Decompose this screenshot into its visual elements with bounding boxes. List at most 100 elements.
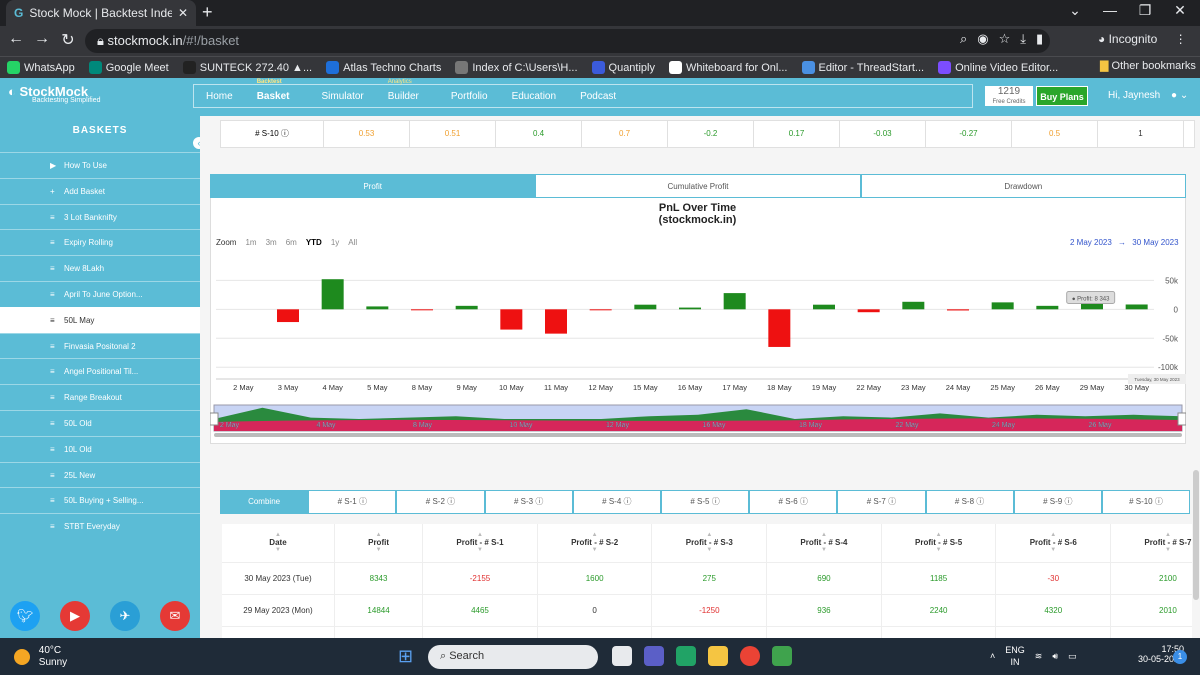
chevron-up-icon[interactable]: ˄ [990,651,996,661]
telegram-icon[interactable]: ✈ [110,601,140,631]
tab-strategy[interactable]: # S-10 ⓘ [1101,490,1191,514]
bookmark-item[interactable]: WhatsApp [0,61,82,74]
chart-tab-cumulative-profit[interactable]: Cumulative Profit [535,174,861,198]
column-header[interactable]: ▲ Profit - # S-7 ▼ [1110,524,1192,563]
windows-start-icon[interactable]: ⊞ [398,646,414,666]
chrome-icon[interactable] [740,646,760,666]
pnl-bar[interactable] [500,309,523,330]
page-scrollbar[interactable] [1193,470,1199,600]
column-header[interactable]: ▲ Profit - # S-3 ▼ [651,524,768,563]
tab-strategy[interactable]: # S-6 ⓘ [749,490,838,514]
nav-education[interactable]: Education [500,91,568,102]
pnl-bar[interactable] [411,309,433,311]
pnl-bar[interactable] [634,304,657,310]
pnl-bar[interactable] [947,309,969,311]
excel-icon[interactable] [676,646,696,666]
pnl-bar[interactable] [768,309,791,347]
pnl-bar[interactable] [589,309,612,311]
pnl-bar[interactable] [902,301,925,310]
sidebar-item[interactable]: ≡ 50L Buying + Selling... [0,487,200,513]
pnl-bar[interactable] [679,307,701,310]
incognito-badge[interactable]: ◕ Incognito ⋮ [1098,32,1187,46]
tab-strategy[interactable]: # S-8 ⓘ [925,490,1014,514]
new-tab-icon[interactable]: + [202,2,213,22]
notification-badge[interactable]: 1 [1173,650,1187,664]
date-range[interactable]: 2 May 2023 → 30 May 2023 [1070,238,1179,247]
clock[interactable]: 17:50 30-05-2023 [1138,644,1184,664]
pnl-bar[interactable] [1125,304,1148,310]
tab-strategy[interactable]: # S-7 ⓘ [837,490,926,514]
pnl-bar[interactable] [277,309,299,323]
nav-portfolio[interactable]: Portfolio [439,91,500,102]
column-header[interactable]: ▲ Profit - # S-4 ▼ [766,524,882,563]
zoom-option[interactable]: All [348,238,358,247]
close-window-icon[interactable]: ✕ [1174,2,1186,18]
bookmark-item[interactable]: SUNTECK 272.40 ▲... [176,61,319,74]
column-header[interactable]: ▲ Profit - # S-1 ▼ [422,524,538,563]
date-from[interactable]: 2 May 2023 [1070,238,1112,247]
pnl-bar[interactable] [813,304,835,310]
tab-strategy[interactable]: # S-2 ⓘ [396,490,485,514]
download-icon[interactable]: ⤓ [1020,31,1027,46]
credits-badge[interactable]: 1219 Free Credits [985,86,1033,106]
restore-icon[interactable]: ❐ [1138,2,1152,18]
navigator-right-handle[interactable] [1177,412,1186,426]
navigator-scrollbar[interactable] [214,433,1182,437]
pnl-bar[interactable] [723,293,746,310]
weather-widget[interactable]: 40°C Sunny [14,645,67,669]
volume-icon[interactable]: 🔊︎ [1052,650,1058,661]
sidebar-item[interactable]: ≡ Range Breakout [0,384,200,410]
forward-icon[interactable]: → [34,30,50,47]
back-icon[interactable]: ← [8,30,24,47]
bookmark-item[interactable]: Whiteboard for Onl... [662,61,795,74]
zoom-option[interactable]: 1y [330,238,340,247]
zoom-option[interactable]: 6m [285,238,297,247]
pnl-bar[interactable] [455,305,478,310]
zoom-option[interactable]: 3m [265,238,277,247]
star-icon[interactable]: ☆ [998,31,1011,46]
tab-strategy[interactable]: # S-5 ⓘ [660,490,750,514]
zoom-option[interactable]: YTD [305,238,322,247]
column-header[interactable]: ▲ Profit - # S-5 ▼ [881,524,997,563]
chart-tab-profit[interactable]: Profit [210,174,536,198]
user-menu[interactable]: Hi, Jaynesh ● ⌄ [1108,90,1188,101]
eye-off-icon[interactable]: ◉ [977,31,989,46]
bookmark-item[interactable]: Index of C:\Users\H... [448,61,584,74]
close-tab-icon[interactable]: ✕ [177,6,188,20]
sidebar-item[interactable]: ≡ Finvasia Positonal 2 [0,332,200,359]
menu-icon[interactable]: ⋮ [1174,32,1187,46]
sidebar-item[interactable]: ≡ April To June Option... [0,281,200,307]
sidebar-item[interactable]: ≡ Angel Positional Til... [0,358,200,384]
youtube-icon[interactable]: ▶ [60,601,90,631]
minimize-icon[interactable]: — [1103,2,1117,18]
sidebar-item[interactable]: ≡ 3 Lot Banknifty [0,203,200,230]
bookmark-item[interactable]: Google Meet [82,61,176,74]
email-icon[interactable]: ✉ [160,601,190,631]
reload-icon[interactable]: ↻ [61,32,75,49]
app-icon[interactable] [772,646,792,666]
tab-search-icon[interactable]: ⌄ [1069,2,1081,18]
pnl-bar[interactable] [366,306,389,310]
nav-basket[interactable]: Basket Backtest [245,79,302,102]
zoom-icon[interactable]: ⌕ [960,31,968,46]
pnl-bar[interactable] [1036,305,1059,310]
column-header[interactable]: ▲ Profit ▼ [334,524,424,563]
taskbar-search[interactable]: ⌕ Search [428,645,598,669]
sidebar-item[interactable]: ≡ 50L May [0,306,200,333]
tab-strategy[interactable]: # S-1 ⓘ [308,490,397,514]
other-bookmarks[interactable]: ▇ Other bookmarks [1100,59,1196,72]
zoom-option[interactable]: 1m [245,238,257,247]
buy-plans-button[interactable]: Buy Plans [1036,86,1088,106]
wifi-icon[interactable]: ≋ [1034,650,1043,661]
tab-strategy[interactable]: # S-4 ⓘ [572,490,661,514]
sidebar-item[interactable]: ≡ 25L New [0,461,200,488]
tab-strategy[interactable]: # S-9 ⓘ [1013,490,1102,514]
stockmock-logo[interactable]: ◐ StockMock Backtesting Simplified [8,84,100,104]
sidebar-item[interactable]: ≡ New 8Lakh [0,255,200,281]
teams-icon[interactable] [644,646,664,666]
bookmark-item[interactable]: Editor - ThreadStart... [795,61,932,74]
battery-icon[interactable]: ▭ [1068,650,1077,661]
column-header[interactable]: ▲ Profit - # S-2 ▼ [537,524,653,563]
pnl-bar[interactable] [1081,300,1103,310]
twitter-icon[interactable]: 🐦︎ [10,601,40,631]
